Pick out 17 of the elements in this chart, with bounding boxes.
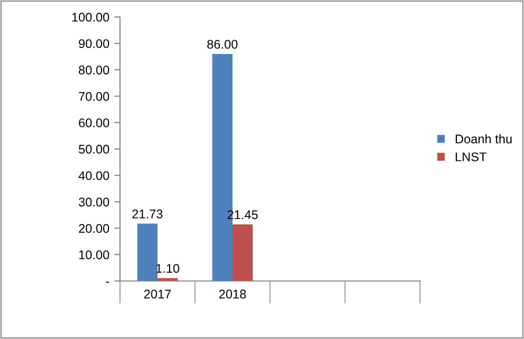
legend-label: Doanh thu (456, 134, 512, 144)
y-tick-label: 20.00 (78, 224, 110, 233)
y-tick-label: 90.00 (78, 39, 110, 48)
x-tick-label: 2018 (219, 290, 246, 299)
y-tick-label: 10.00 (79, 250, 110, 260)
y-tick-label: 40.00 (78, 171, 110, 180)
y-tick-label: 80.00 (78, 66, 110, 74)
data-label: 86.00 (207, 40, 238, 49)
y-tick-label: 60.00 (78, 118, 110, 128)
y-tick-label: 30.00 (78, 198, 110, 206)
y-tick-label: - (106, 282, 110, 283)
x-tick-label: 2017 (144, 290, 171, 299)
y-tick-label: 50.00 (78, 144, 110, 154)
data-label: 21.73 (132, 210, 162, 218)
y-tick-label: 70.00 (78, 92, 110, 101)
y-tick-label: 100.00 (72, 12, 110, 22)
legend-label: LNST (456, 152, 486, 162)
